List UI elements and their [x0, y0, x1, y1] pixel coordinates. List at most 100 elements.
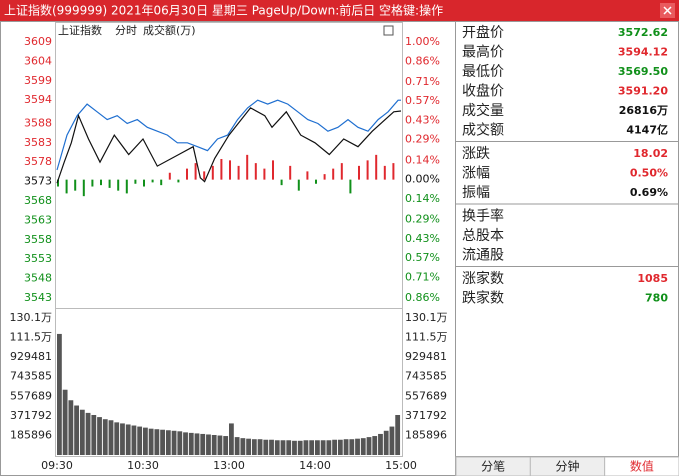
breadth-bar [160, 179, 163, 186]
tab-label: 分笔 [481, 459, 505, 474]
volume-bar [269, 439, 274, 455]
volume-bar [349, 439, 355, 455]
tab-label: 数值 [630, 459, 654, 474]
breadth-bar [340, 163, 343, 180]
volume-bar [257, 439, 263, 455]
quote-value: 0.69% [630, 186, 668, 199]
y-tick-label: 3578 [24, 155, 52, 168]
volume-bar [114, 422, 120, 455]
volume-bar [246, 438, 251, 455]
volume-bar [57, 333, 62, 455]
volume-bar [206, 434, 211, 455]
toggle-icon[interactable] [383, 25, 394, 36]
y-tick-label: 3548 [24, 272, 52, 285]
y2-tick-label: 0.29% [405, 213, 440, 226]
tab-label: 分钟 [555, 459, 579, 474]
volume-tick-label-right: 743585 [405, 370, 447, 383]
quote-label: 涨幅 [462, 166, 490, 182]
volume-tick-label-right: 111.5万 [405, 331, 448, 344]
quote-value: 3594.12 [618, 46, 668, 59]
quote-label: 最低价 [462, 64, 504, 80]
volume-bar [200, 433, 206, 455]
volume-bar [183, 432, 188, 455]
volume-bar [309, 440, 315, 455]
quote-label: 收盘价 [462, 83, 504, 100]
y2-tick-label: 0.86% [405, 291, 440, 304]
y2-tick-label: 0.43% [405, 113, 440, 126]
y-tick-label: 3594 [24, 93, 52, 106]
volume-bar [148, 428, 154, 455]
price-line [56, 107, 402, 184]
quote-label: 成交量 [462, 102, 504, 119]
volume-tick-label: 185896 [10, 428, 52, 441]
volume-bar [62, 389, 68, 455]
x-tick-label: 14:00 [299, 459, 331, 472]
volume-bar [274, 440, 280, 455]
y-tick-label: 3553 [24, 252, 52, 265]
volume-bar [131, 425, 137, 455]
volume-bar [343, 439, 349, 455]
breadth-bar [134, 179, 137, 184]
volume-bar [286, 440, 292, 455]
y-tick-label: 3543 [24, 291, 52, 304]
y2-tick-label: 0.57% [405, 251, 440, 264]
breadth-bar [108, 179, 111, 188]
volume-bar [85, 412, 91, 455]
y-tick-label: 3609 [24, 35, 52, 48]
quote-label: 流通股 [462, 248, 504, 264]
quote-label: 最高价 [462, 44, 504, 61]
volume-bar [188, 432, 194, 455]
chart-header: 成交额(万) [143, 23, 196, 37]
volume-bar [154, 429, 160, 455]
volume-bar [383, 430, 389, 455]
breadth-bar [289, 165, 292, 180]
quote-value: 3572.62 [618, 26, 668, 39]
y-tick-label: 3588 [24, 116, 52, 129]
volume-bar [326, 440, 332, 455]
volume-bar [280, 440, 286, 455]
y-tick-label: 3583 [24, 136, 52, 149]
volume-tick-label: 743585 [10, 370, 52, 383]
volume-bar [137, 426, 143, 455]
volume-bar [68, 400, 74, 455]
quote-label: 总股本 [462, 228, 504, 244]
breadth-bar [168, 172, 171, 180]
breadth-bar [117, 179, 120, 191]
volume-bar [171, 430, 177, 455]
tab[interactable] [604, 456, 679, 476]
quote-label: 开盘价 [462, 24, 504, 41]
volume-bar [337, 439, 343, 455]
breadth-bar [315, 179, 317, 184]
y2-tick-label: 0.00% [405, 173, 440, 186]
volume-tick-label-right: 371792 [405, 409, 447, 422]
y-tick-label: 3563 [24, 213, 52, 226]
breadth-bar [306, 171, 309, 180]
volume-bar [297, 440, 303, 455]
frame [0, 21, 679, 476]
breadth-bar [151, 179, 154, 183]
volume-bar [97, 417, 102, 455]
x-tick-label: 10:30 [127, 459, 159, 472]
quote-value: 1085 [637, 272, 668, 285]
breadth-bar [229, 160, 231, 180]
volume-bar [303, 440, 309, 455]
chart-header: 分时 [115, 24, 137, 37]
breadth-bar [297, 179, 300, 191]
chart-header: 上证指数 [58, 23, 102, 37]
breadth-bar [177, 179, 180, 183]
volume-bar [177, 431, 183, 455]
quote-label: 振幅 [462, 185, 490, 201]
volume-bar [366, 437, 372, 455]
quote-value: 3569.50 [618, 65, 668, 78]
breadth-bar [143, 179, 145, 187]
breadth-bar [82, 179, 85, 197]
breadth-bar [100, 179, 102, 186]
volume-bar [120, 423, 125, 455]
breadth-bar [186, 168, 188, 180]
breadth-bar [366, 160, 369, 180]
x-tick-label: 09:30 [41, 459, 73, 472]
x-tick-label: 13:00 [213, 459, 245, 472]
volume-bar [194, 433, 200, 455]
quote-value: 4147亿 [626, 123, 668, 137]
y-tick-label: 3599 [24, 74, 52, 87]
